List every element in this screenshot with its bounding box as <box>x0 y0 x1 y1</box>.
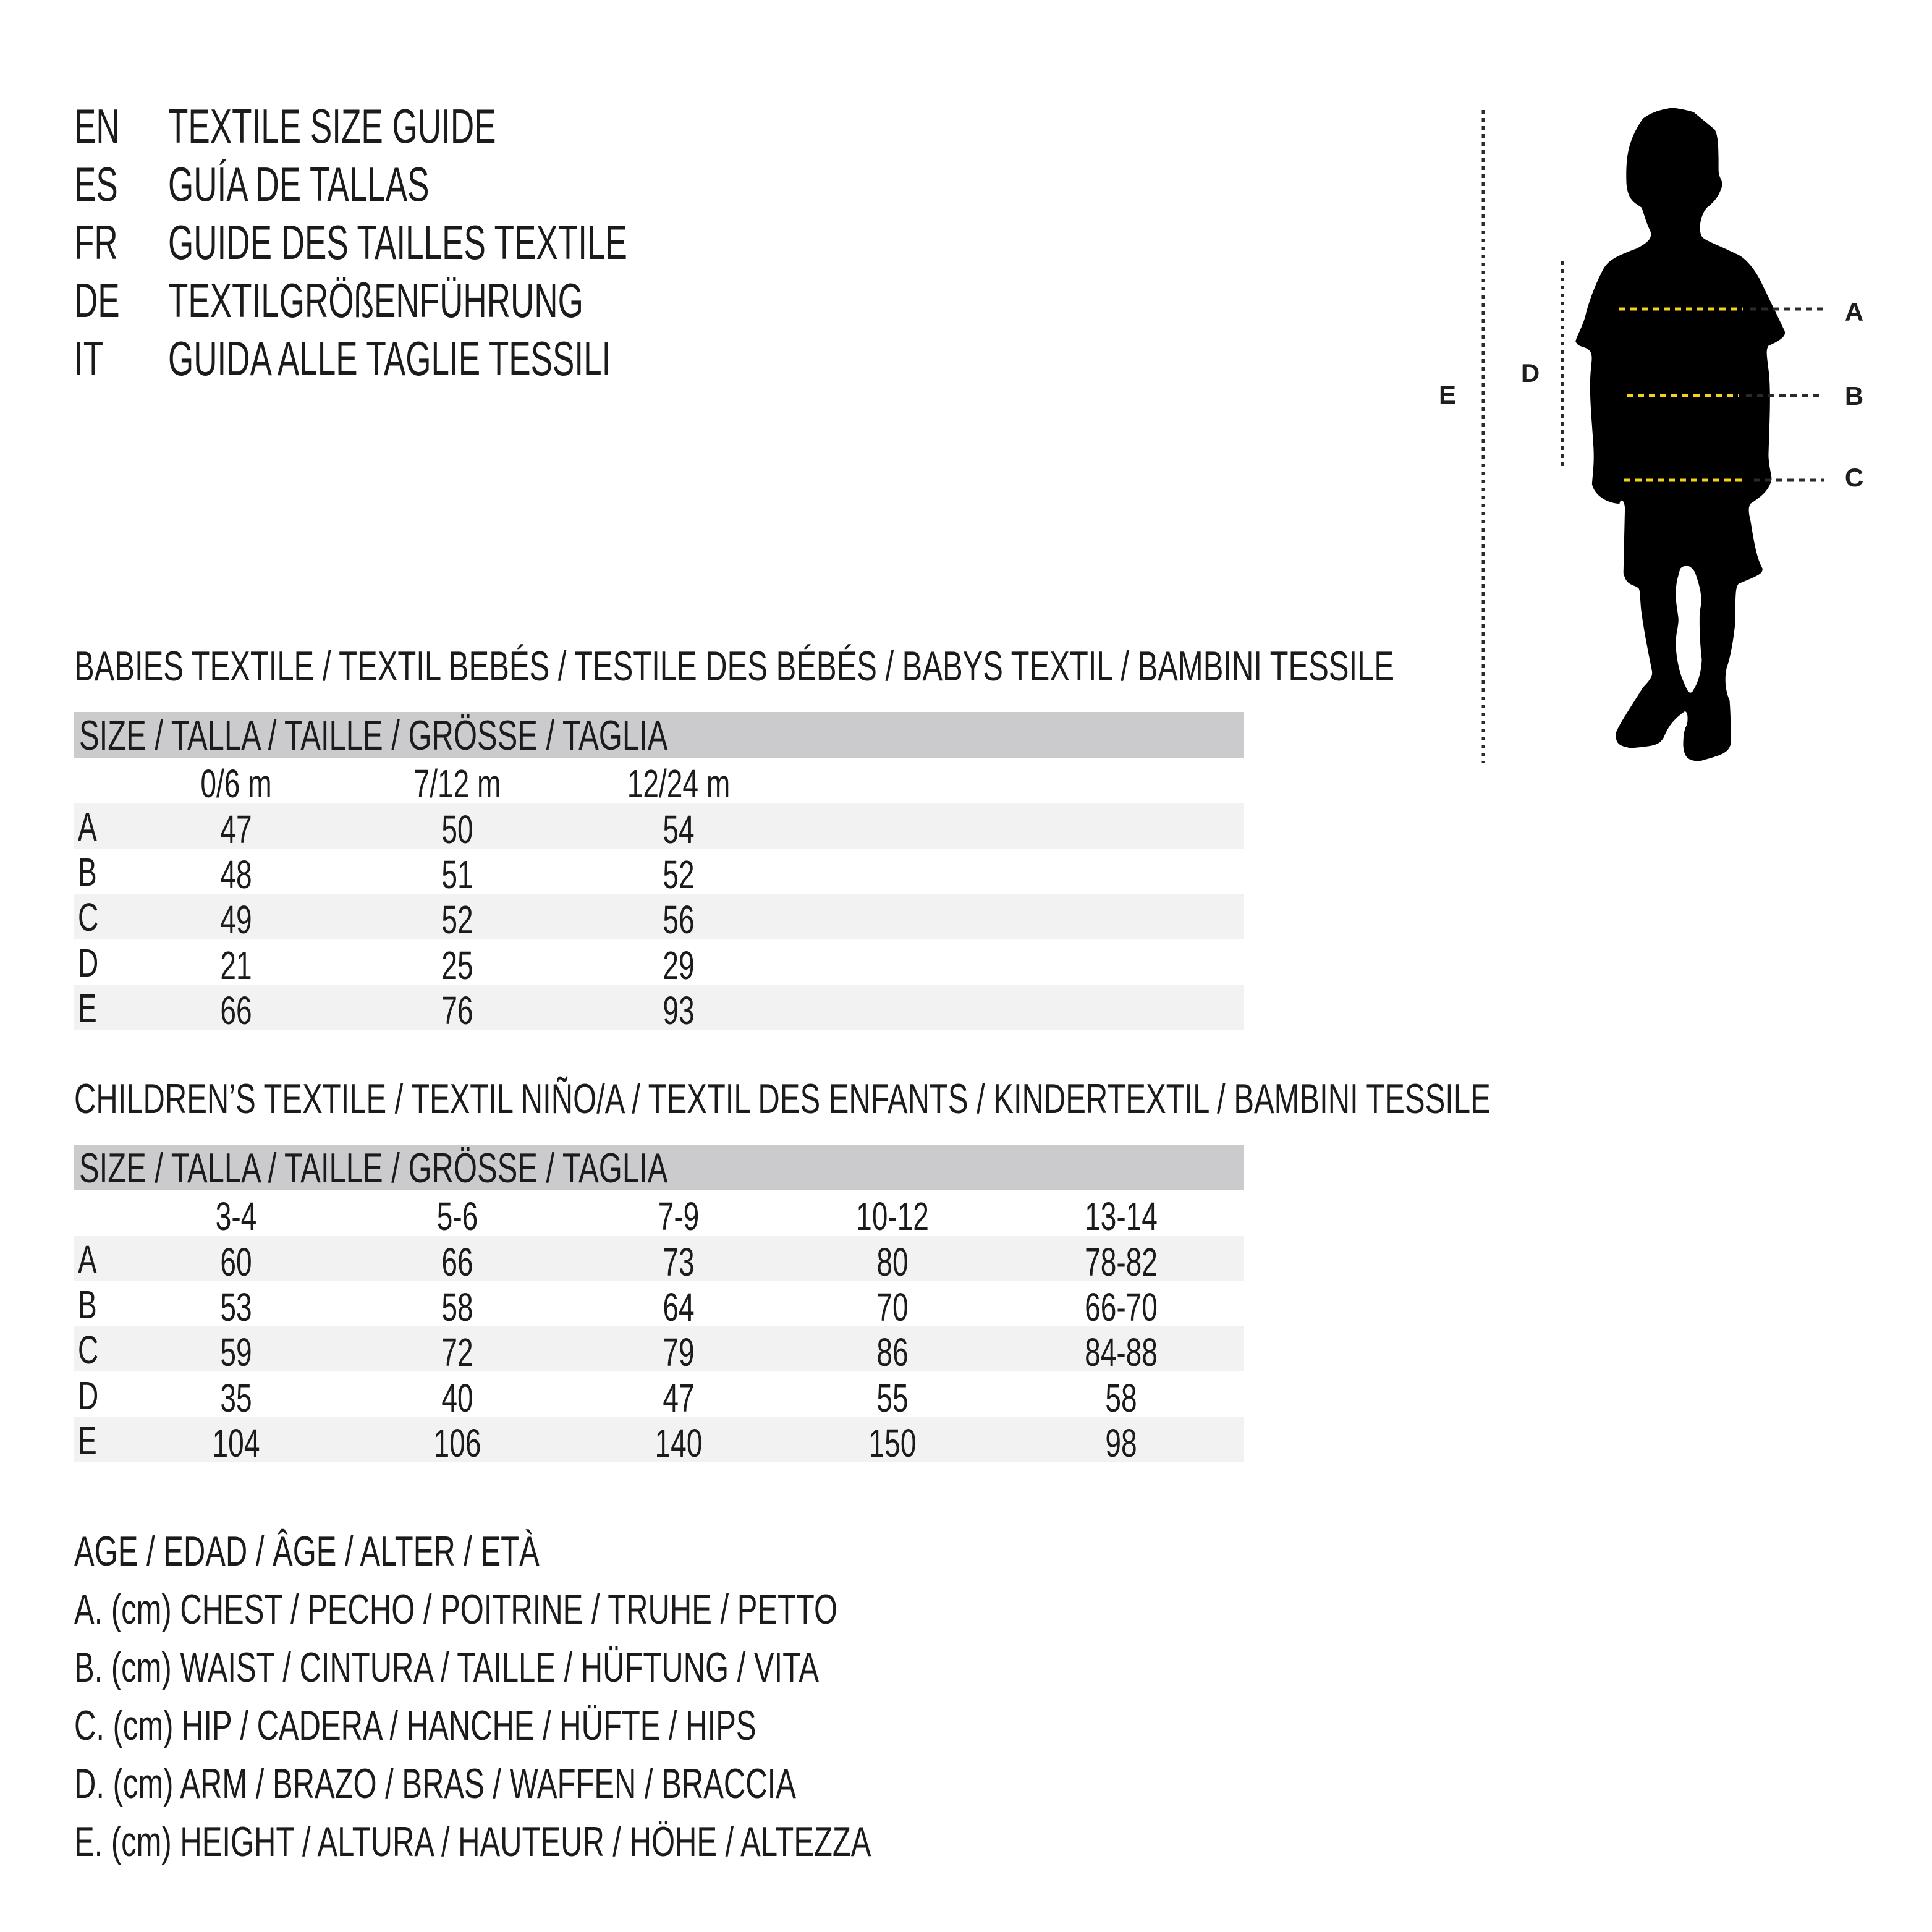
column-header: 7-9 <box>658 1194 700 1239</box>
table-cell: 52 <box>441 897 473 943</box>
table-cell: 29 <box>663 943 695 988</box>
language-code: EN <box>74 99 120 153</box>
column-header: 3-4 <box>215 1194 257 1239</box>
row-label: C <box>78 1328 99 1373</box>
section-heading: CHILDREN’S TEXTILE / TEXTIL NIÑO/A / TEX… <box>74 1075 1491 1122</box>
guide-title: TEXTILE SIZE GUIDE <box>168 99 496 153</box>
table-cell: 140 <box>655 1420 703 1465</box>
table-cell: 76 <box>441 988 473 1033</box>
table-cell: 25 <box>441 943 473 988</box>
column-header: 13-14 <box>1085 1194 1158 1239</box>
table-cell: 60 <box>220 1240 252 1284</box>
row-label: D <box>78 940 99 985</box>
table-row-band <box>74 894 1244 939</box>
table-cell: 98 <box>1105 1420 1137 1465</box>
label-a: A <box>1845 297 1863 326</box>
table-cell: 51 <box>441 852 473 897</box>
row-label: D <box>78 1373 99 1418</box>
table-cell: 78-82 <box>1085 1240 1158 1284</box>
legend-line: A. (cm) CHEST / PECHO / POITRINE / TRUHE… <box>74 1586 838 1633</box>
column-header: 5-6 <box>436 1194 478 1239</box>
table-row-band <box>74 1236 1244 1281</box>
guide-title: GUIDE DES TAILLES TEXTILE <box>168 215 627 269</box>
table-cell: 47 <box>663 1375 695 1420</box>
legend-line: AGE / EDAD / ÂGE / ALTER / ETÀ <box>74 1528 540 1575</box>
table-cell: 80 <box>876 1240 909 1284</box>
table-cell: 66 <box>220 988 252 1033</box>
legend-line: D. (cm) ARM / BRAZO / BRAS / WAFFEN / BR… <box>74 1760 796 1807</box>
label-c: C <box>1845 463 1863 492</box>
language-code: ES <box>74 157 118 211</box>
table-cell: 50 <box>441 807 473 852</box>
table-cell: 104 <box>212 1420 260 1465</box>
legend-line: C. (cm) HIP / CADERA / HANCHE / HÜFTE / … <box>74 1702 756 1749</box>
size-header-label: SIZE / TALLA / TAILLE / GRÖSSE / TAGLIA <box>79 1145 668 1192</box>
language-code: IT <box>74 331 104 386</box>
table-cell: 48 <box>220 852 252 897</box>
table-cell: 47 <box>220 807 252 852</box>
size-header-bar <box>74 1145 1244 1190</box>
table-cell: 55 <box>876 1375 909 1420</box>
legend-line: B. (cm) WAIST / CINTURA / TAILLE / HÜFTU… <box>74 1644 820 1691</box>
column-header: 7/12 m <box>413 761 501 806</box>
table-cell: 66 <box>441 1240 473 1284</box>
table-cell: 49 <box>220 897 252 943</box>
table-cell: 52 <box>663 852 695 897</box>
label-d: D <box>1521 358 1540 388</box>
table-cell: 66-70 <box>1085 1285 1158 1330</box>
row-label: A <box>78 1237 97 1282</box>
table-cell: 84-88 <box>1085 1330 1158 1375</box>
section-heading: BABIES TEXTILE / TEXTIL BEBÉS / TESTILE … <box>74 643 1395 690</box>
guide-title: TEXTILGRÖßENFÜHRUNG <box>168 273 583 328</box>
row-label: B <box>78 1282 97 1328</box>
table-cell: 64 <box>663 1285 695 1330</box>
label-b: B <box>1845 381 1863 410</box>
legend-line: E. (cm) HEIGHT / ALTURA / HAUTEUR / HÖHE… <box>74 1818 871 1865</box>
row-label: A <box>78 805 97 849</box>
size-header-label: SIZE / TALLA / TAILLE / GRÖSSE / TAGLIA <box>79 712 668 759</box>
table-cell: 106 <box>433 1420 481 1465</box>
table-cell: 150 <box>868 1420 917 1465</box>
guide-title: GUÍA DE TALLAS <box>168 157 430 211</box>
table-cell: 54 <box>663 807 695 852</box>
table-cell: 21 <box>220 943 252 988</box>
child-silhouette-icon <box>1575 108 1786 761</box>
table-cell: 40 <box>441 1375 473 1420</box>
column-header: 12/24 m <box>627 761 731 806</box>
language-code: FR <box>74 215 118 269</box>
language-code: DE <box>74 273 120 328</box>
label-e: E <box>1439 380 1456 409</box>
table-cell: 73 <box>663 1240 695 1284</box>
table-row-band <box>74 984 1244 1030</box>
table-cell: 72 <box>441 1330 473 1375</box>
row-label: E <box>78 1418 97 1463</box>
table-cell: 58 <box>441 1285 473 1330</box>
table-cell: 53 <box>220 1285 252 1330</box>
table-cell: 70 <box>876 1285 909 1330</box>
row-label: C <box>78 895 99 940</box>
size-header-bar <box>74 712 1244 758</box>
table-cell: 56 <box>663 897 695 943</box>
table-row-band <box>74 1417 1244 1462</box>
row-label: E <box>78 985 97 1030</box>
table-cell: 86 <box>876 1330 909 1375</box>
column-header: 0/6 m <box>200 761 272 806</box>
table-cell: 59 <box>220 1330 252 1375</box>
table-cell: 58 <box>1105 1375 1137 1420</box>
table-cell: 35 <box>220 1375 252 1420</box>
table-cell: 93 <box>663 988 695 1033</box>
table-row-band <box>74 1326 1244 1372</box>
row-label: B <box>78 850 97 895</box>
table-cell: 79 <box>663 1330 695 1375</box>
guide-title: GUIDA ALLE TAGLIE TESSILI <box>168 331 611 386</box>
table-row-band <box>74 803 1244 849</box>
column-header: 10-12 <box>856 1194 929 1239</box>
